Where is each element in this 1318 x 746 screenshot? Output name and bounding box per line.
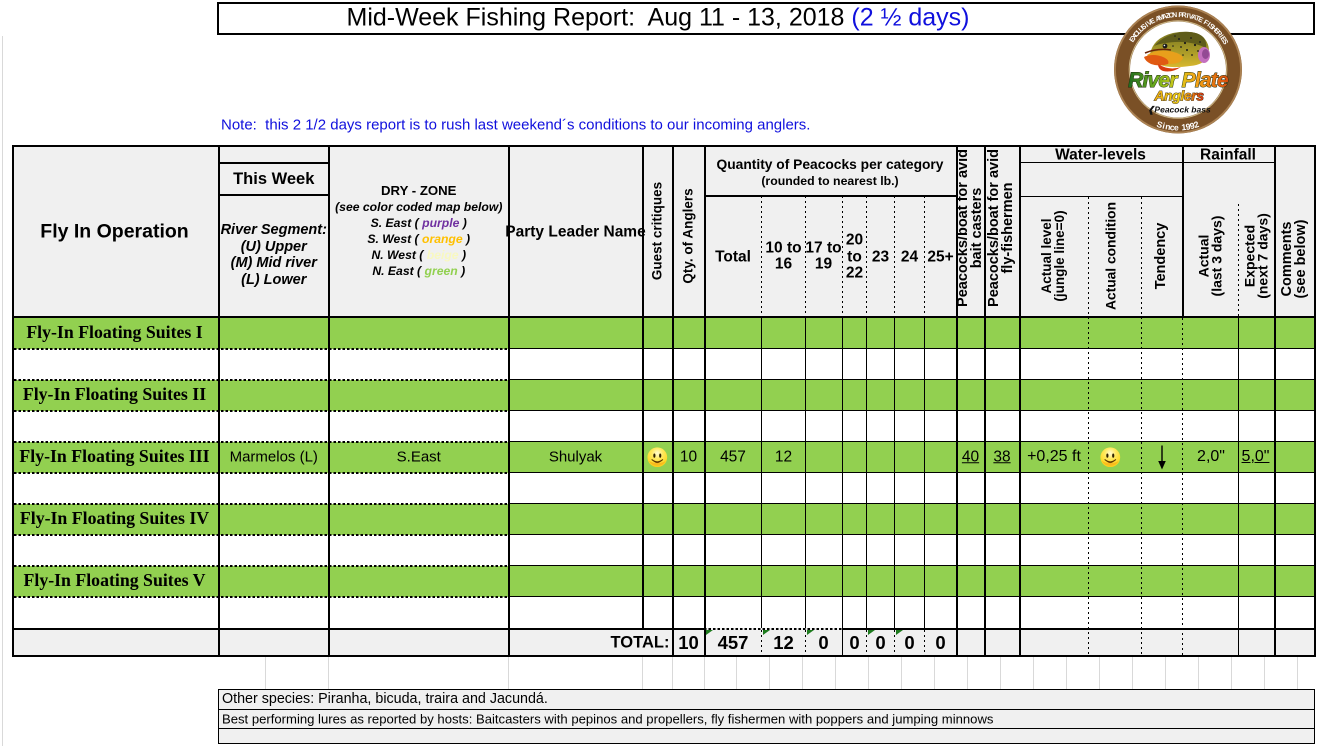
svg-text:River Plate: River Plate <box>1128 69 1229 92</box>
svg-text:c: c <box>1169 122 1175 132</box>
svg-text:9: 9 <box>1189 120 1196 131</box>
svg-text:T: T <box>1194 15 1201 23</box>
svg-text:E: E <box>1149 17 1157 26</box>
svg-text:V: V <box>1188 13 1195 21</box>
svg-text:O: O <box>1168 12 1175 20</box>
svg-text:A: A <box>1161 13 1168 21</box>
svg-text:F: F <box>1202 19 1210 28</box>
svg-text:1: 1 <box>1181 122 1187 132</box>
svg-text:9: 9 <box>1185 121 1192 132</box>
svg-text:P: P <box>1178 12 1183 19</box>
svg-text:L: L <box>1135 27 1144 35</box>
svg-text:S: S <box>1140 23 1148 32</box>
svg-text:N: N <box>1172 12 1177 19</box>
svg-text:U: U <box>1137 25 1145 34</box>
svg-text:❰Peacock bass: ❰Peacock bass <box>1147 105 1211 116</box>
svg-text:E: E <box>1219 35 1228 43</box>
svg-text:I: I <box>1217 34 1224 40</box>
svg-text:Z: Z <box>1165 12 1171 20</box>
svg-text:I: I <box>1144 22 1150 29</box>
svg-text:E: E <box>1212 27 1220 35</box>
svg-text:n: n <box>1164 121 1171 132</box>
svg-text:C: C <box>1133 30 1142 38</box>
svg-text:A: A <box>1155 15 1162 23</box>
svg-text:E: E <box>1129 36 1138 44</box>
svg-text:e: e <box>1174 122 1179 132</box>
svg-text:Anglers: Anglers <box>1153 88 1204 104</box>
svg-text:I: I <box>1186 13 1189 20</box>
svg-text:V: V <box>1146 19 1154 28</box>
svg-text:S: S <box>1220 38 1229 46</box>
svg-text:S: S <box>1207 23 1215 32</box>
svg-text:H: H <box>1210 25 1218 34</box>
svg-text:S: S <box>1155 119 1164 130</box>
svg-text:A: A <box>1191 14 1198 22</box>
svg-text:I: I <box>1206 22 1212 29</box>
svg-text:E: E <box>1197 16 1204 24</box>
svg-text:R: R <box>1214 30 1223 38</box>
svg-text:R: R <box>1181 12 1187 20</box>
svg-text:X: X <box>1131 33 1140 41</box>
svg-text:2: 2 <box>1192 119 1200 130</box>
svg-text:M: M <box>1158 14 1166 23</box>
svg-text:i: i <box>1161 121 1166 131</box>
